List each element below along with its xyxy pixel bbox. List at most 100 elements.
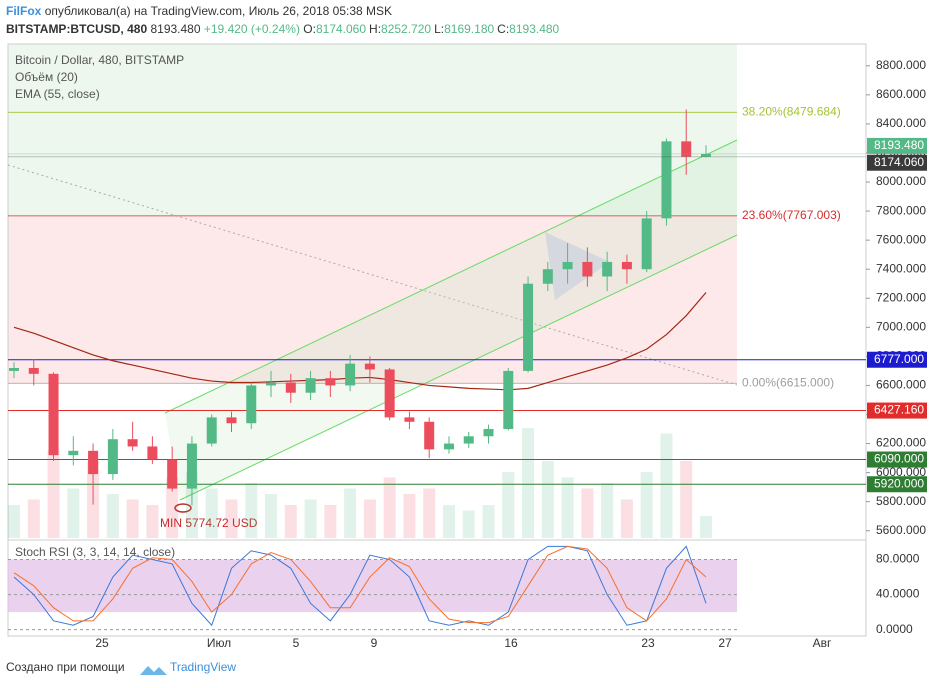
candle-body <box>68 450 79 456</box>
y-tick-label: 8400.000 <box>876 116 926 130</box>
candle-body <box>107 439 118 475</box>
y-tick-label: 7200.000 <box>876 290 926 304</box>
volume-bar <box>462 510 475 538</box>
y-tick-label: 8600.000 <box>876 87 926 101</box>
candle-body <box>621 261 632 270</box>
volume-bar <box>304 499 317 538</box>
volume-bar <box>265 494 278 538</box>
candle-body <box>661 141 672 219</box>
y-tick-label: 6200.000 <box>876 436 926 450</box>
candle-body <box>266 382 277 386</box>
candle-body <box>483 429 494 437</box>
candle-body <box>443 443 454 450</box>
candle-body <box>246 385 257 424</box>
x-tick-label: Июл <box>207 636 231 650</box>
min-marker <box>174 503 192 513</box>
volume-bar <box>166 477 179 538</box>
author: FilFox <box>6 4 42 18</box>
x-tick-label: Авг <box>813 636 832 650</box>
candle-body <box>384 369 395 418</box>
candle-body <box>147 446 158 460</box>
candle-body <box>325 378 336 386</box>
candle-body <box>404 417 415 422</box>
candle-body <box>305 378 316 393</box>
price-box <box>867 137 927 154</box>
y-tick-label: 8000.000 <box>876 174 926 188</box>
volume-bar <box>502 472 515 538</box>
price-box <box>867 154 927 171</box>
candle-body <box>186 443 197 489</box>
footer-text: Создано при помощи <box>6 660 125 674</box>
candle-body <box>127 439 138 447</box>
volume-bar <box>561 477 574 538</box>
level-box <box>867 476 927 493</box>
footer-brand[interactable]: TradingView <box>170 660 236 674</box>
y-tick-label: 6000.000 <box>876 465 926 479</box>
ohlc-key: C: <box>497 22 510 36</box>
volume-bar <box>245 483 258 538</box>
ohlc: O:8174.060 H:8252.720 L:8169.180 C:8193.480 <box>303 22 562 36</box>
x-tick-label: 5 <box>293 636 300 650</box>
volume-bar <box>146 505 159 538</box>
candle-body <box>48 373 59 456</box>
frame <box>7 43 867 637</box>
candle-body <box>463 436 474 444</box>
volume-bar <box>363 499 376 538</box>
volume-bar <box>8 505 20 538</box>
volume-bar <box>205 488 218 538</box>
change: +19.420 (+0.24%) <box>203 22 300 36</box>
volume-bar <box>383 477 396 538</box>
legend-volume: Объём (20) <box>15 70 78 84</box>
volume-bar <box>581 488 594 538</box>
legend-ema: EMA (55, close) <box>15 87 100 101</box>
fib-zone-upper <box>8 44 737 216</box>
candle-body <box>542 269 553 284</box>
volume-bar <box>344 488 357 538</box>
candle-body <box>345 363 356 386</box>
level-label: 5920.000 <box>874 476 924 490</box>
level-box <box>867 351 927 368</box>
x-tick-label: 16 <box>504 636 518 650</box>
candle-body <box>641 218 652 270</box>
candle-body <box>681 141 692 157</box>
ohlc-value: 8193.480 <box>509 22 560 36</box>
price-label: 8193.480 <box>874 138 924 152</box>
ohlc-value: 8174.060 <box>315 22 367 36</box>
level-box <box>867 402 927 419</box>
volume-bar <box>660 433 673 538</box>
stoch-title: Stoch RSI (3, 3, 14, 14, close) <box>15 545 175 559</box>
volume-bar <box>403 494 416 538</box>
last: 8193.480 <box>150 22 201 36</box>
volume-bar <box>67 488 80 538</box>
background <box>8 44 737 384</box>
fib-label: 0.00%(6615.000) <box>742 375 834 389</box>
stoch-line <box>13 545 707 624</box>
ohlc-key: L: <box>434 22 445 36</box>
volume-bar <box>541 461 554 538</box>
candle-body <box>9 368 19 371</box>
channel-lower <box>179 234 738 501</box>
y-tick-label: 7800.000 <box>876 203 926 217</box>
published: опубликовал(а) на TradingView.com, Июль … <box>44 4 393 18</box>
stoch-line <box>13 545 707 627</box>
volume-bar <box>126 499 139 538</box>
candle-body <box>167 459 178 489</box>
candle-body <box>226 417 237 424</box>
volume-bar <box>522 428 535 538</box>
level-label: 6090.000 <box>874 452 924 466</box>
level-box <box>867 451 927 468</box>
min-annotation: MIN 5774.72 USD <box>160 516 258 530</box>
channel <box>165 140 737 500</box>
candle-body <box>582 261 593 277</box>
ohlc-key: O: <box>303 22 316 36</box>
trend-line <box>7 164 738 386</box>
price-label: 8174.060 <box>874 155 924 169</box>
y-tick-label: 8800.000 <box>876 58 926 72</box>
ohlc-key: H: <box>369 22 382 36</box>
fib-label: 23.60%(7767.003) <box>742 208 841 222</box>
volume-bar <box>225 499 238 538</box>
candle-body <box>285 382 296 393</box>
stoch-band <box>8 559 737 613</box>
volume-bar <box>324 505 337 538</box>
